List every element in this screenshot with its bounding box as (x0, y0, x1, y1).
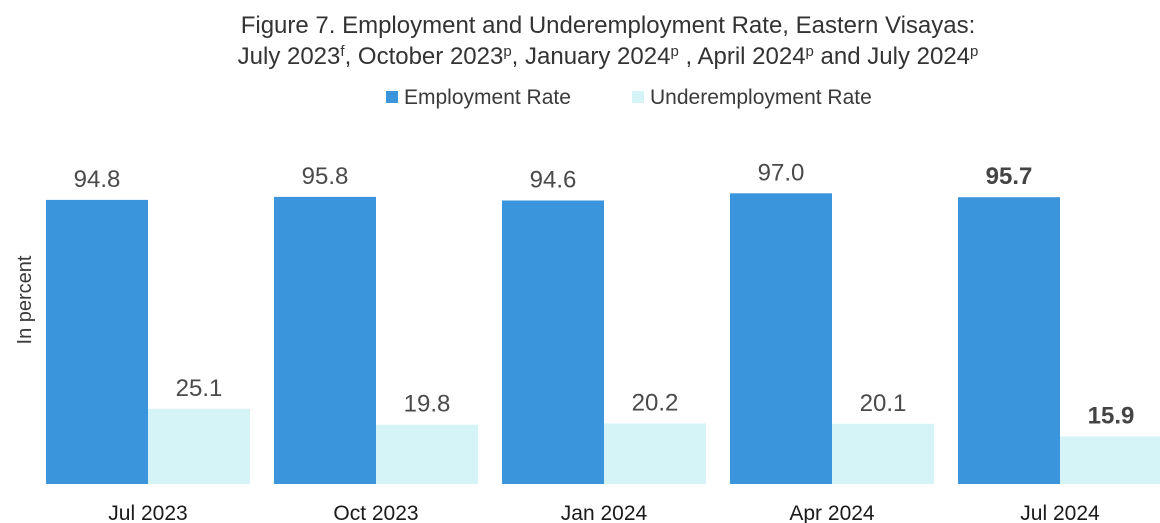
employment-bar (730, 193, 832, 484)
employment-bar (46, 199, 148, 485)
underemployment-bar (604, 423, 706, 484)
employment-value-label: 95.8 (302, 163, 349, 190)
bars (46, 193, 1160, 485)
title-superscript: p (806, 43, 814, 60)
category-labels: Jul 2023 Oct 2023 Jan 2024 Apr 2024 Jul 2024 (108, 502, 1100, 523)
legend-label-underemployment: Underemployment Rate (650, 86, 872, 109)
employment-value-label: 94.8 (74, 166, 121, 193)
title-segment: July 2023 (238, 43, 341, 70)
title-superscript: p (503, 43, 511, 60)
title-superscript: p (970, 43, 978, 60)
category-label: Apr 2024 (789, 502, 875, 523)
title-segment: , October 2023 (345, 43, 504, 70)
category-label: Jan 2024 (561, 502, 648, 523)
legend: Employment Rate Underemployment Rate (386, 86, 872, 109)
category-label: Jul 2024 (1020, 502, 1100, 523)
underemployment-value-label: 20.2 (632, 389, 679, 416)
underemployment-bar (832, 423, 934, 484)
category-label: Jul 2023 (108, 502, 187, 523)
title-superscript: p (670, 43, 678, 60)
underemployment-bar (1060, 436, 1160, 484)
underemployment-bar (376, 424, 478, 484)
chart-title: Figure 7. Employment and Underemployment… (238, 12, 979, 70)
legend-swatch-employment (386, 91, 398, 103)
legend-label-employment: Employment Rate (404, 86, 571, 109)
employment-bar (502, 200, 604, 484)
underemployment-value-label: 20.1 (860, 390, 907, 417)
underemployment-value-label: 15.9 (1088, 402, 1135, 429)
chart-title-line-2: July 2023f, October 2023p, January 2024p… (238, 43, 979, 71)
title-superscript: f (340, 43, 345, 60)
chart-title-line-1: Figure 7. Employment and Underemployment… (241, 12, 976, 39)
title-segment: and July 2024 (814, 43, 970, 70)
employment-value-label: 97.0 (758, 159, 805, 186)
underemployment-bar (148, 408, 250, 484)
employment-value-label: 95.7 (986, 163, 1033, 190)
value-labels: 94.8 25.1 95.8 19.8 94.6 20.2 97.0 20.1 95.7 15.9 (74, 159, 1135, 429)
title-segment: , April 2024 (679, 43, 806, 70)
employment-bar (958, 197, 1060, 485)
title-segment: , January 2024 (512, 43, 671, 70)
underemployment-value-label: 25.1 (176, 375, 223, 402)
category-label: Oct 2023 (333, 502, 418, 523)
employment-value-label: 94.6 (530, 166, 577, 193)
legend-swatch-underemployment (632, 91, 644, 103)
employment-bar (274, 196, 376, 484)
y-axis-label: In percent (14, 255, 36, 344)
underemployment-value-label: 19.8 (404, 391, 451, 418)
